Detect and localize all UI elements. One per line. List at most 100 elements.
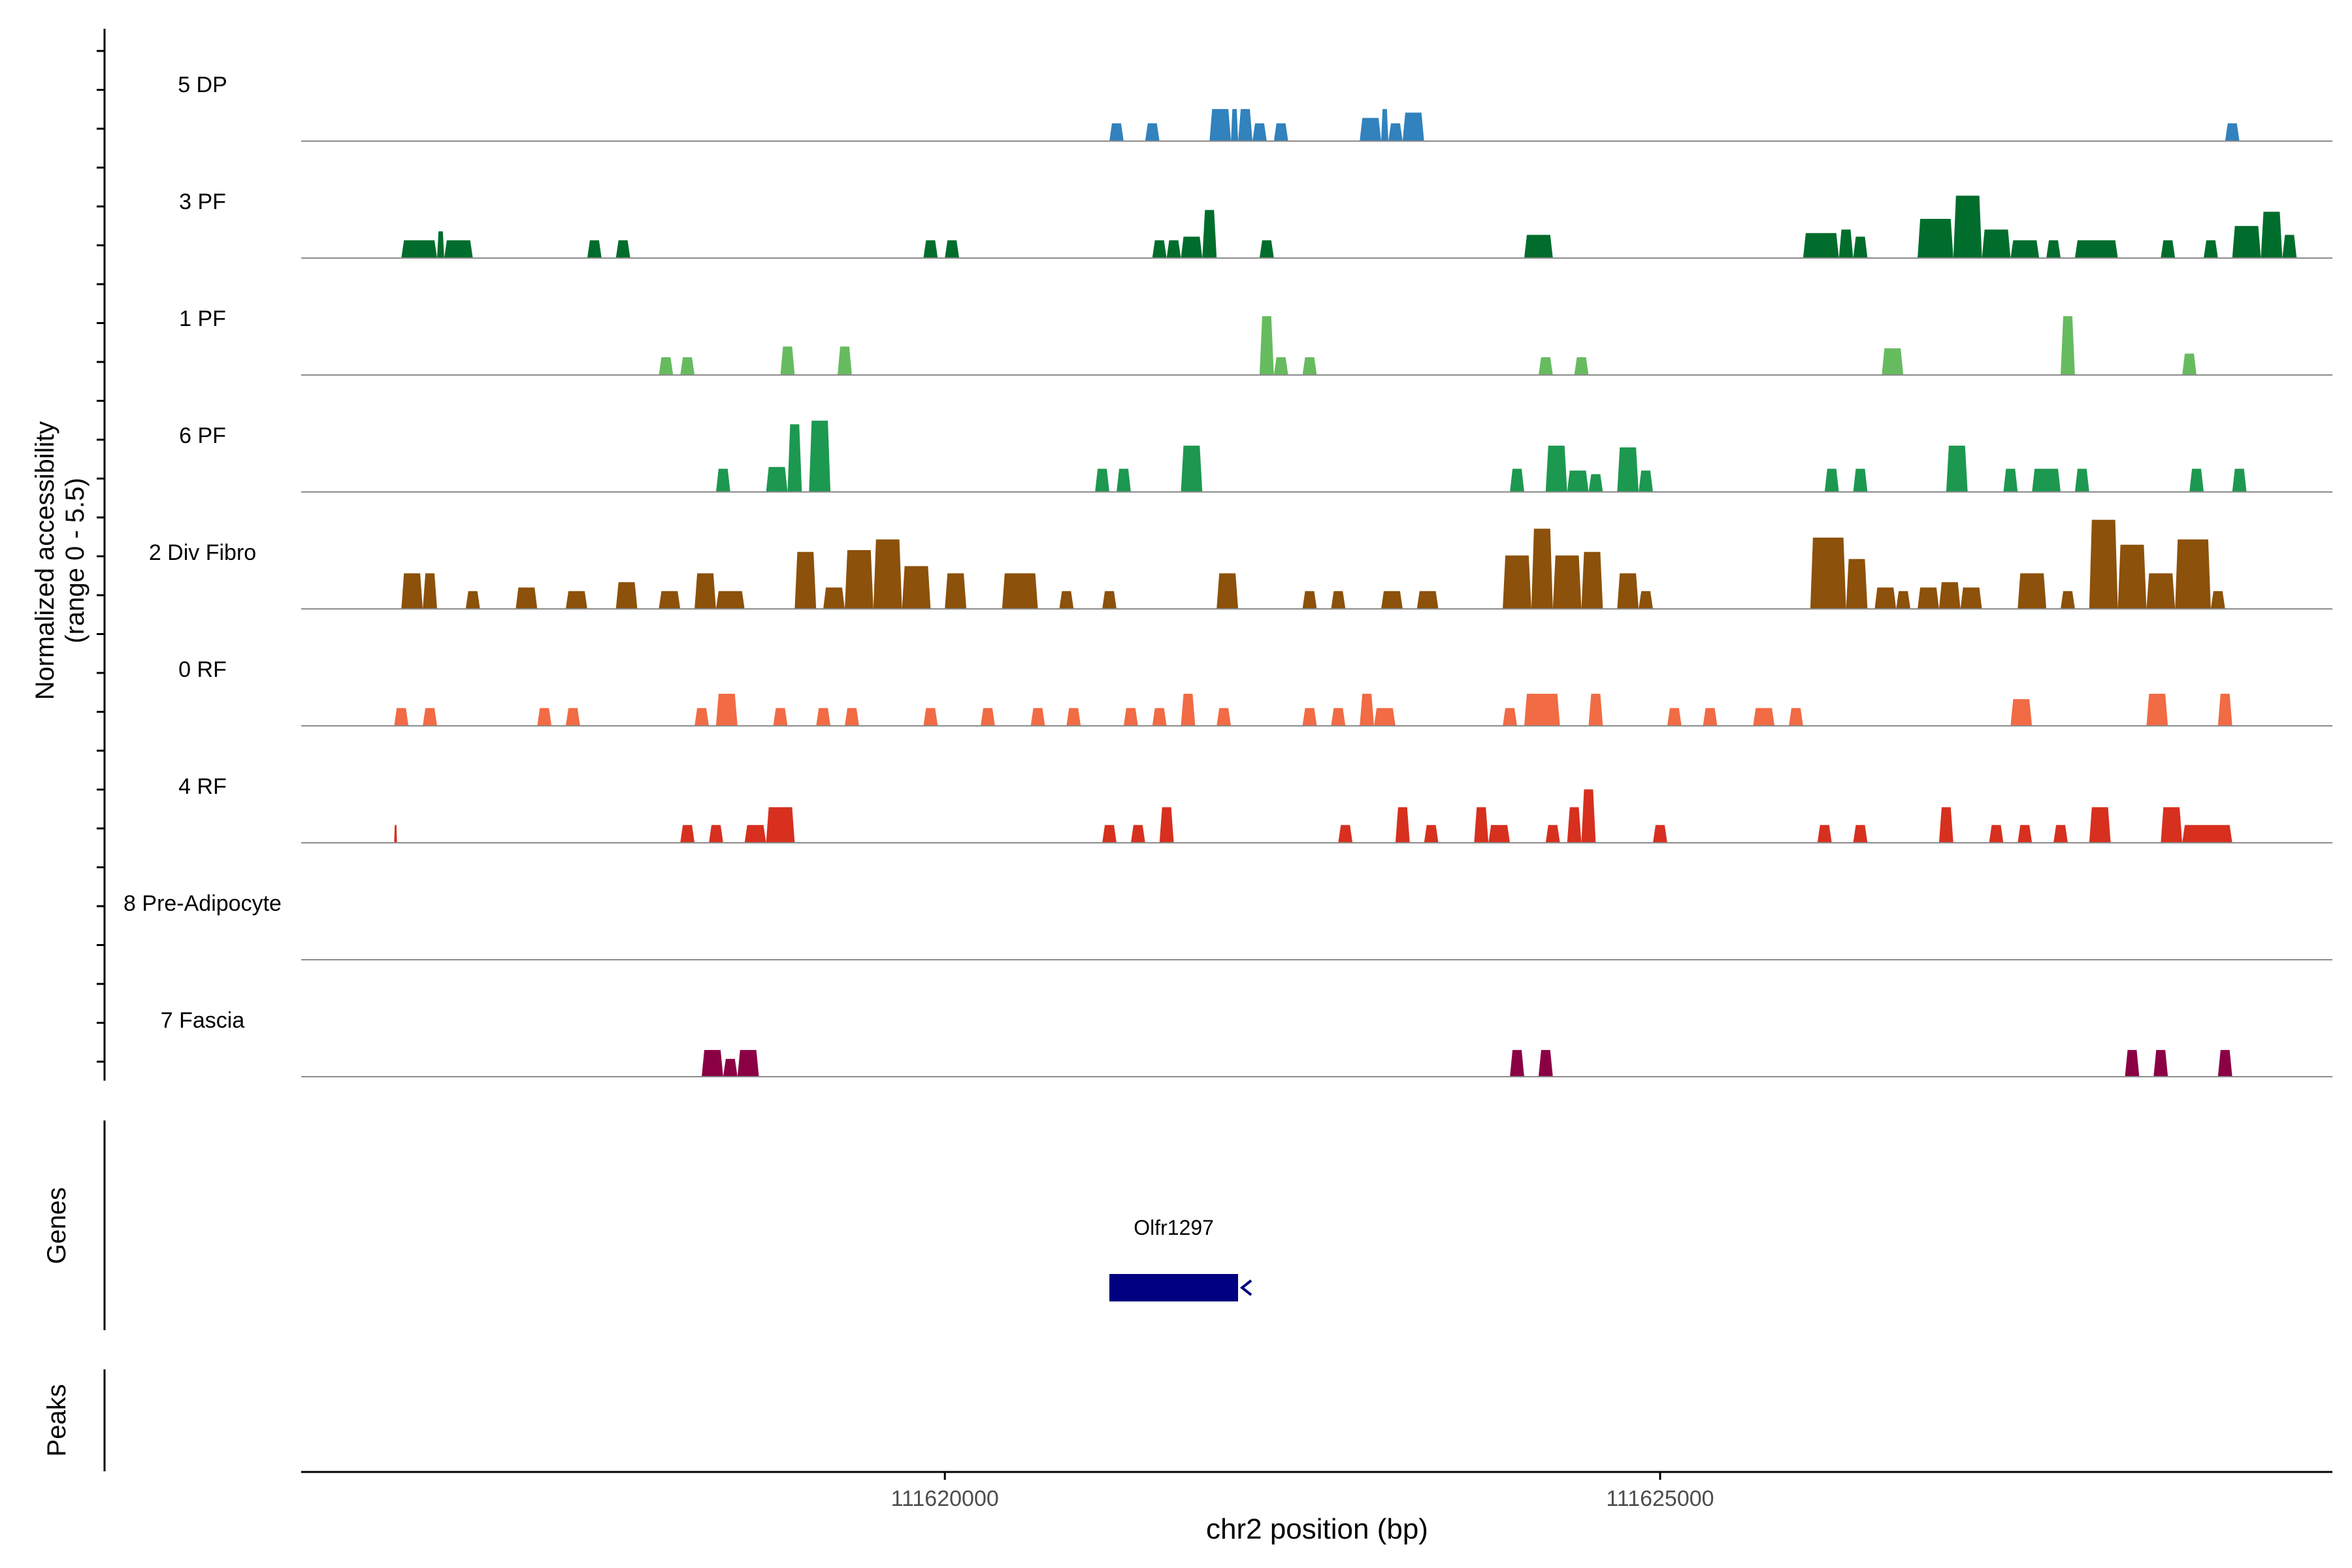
gene-track: Olfr1297 — [1109, 1216, 1252, 1301]
coverage-peak — [773, 708, 788, 726]
coverage-peak — [1381, 591, 1403, 609]
coverage-peak — [1381, 108, 1388, 141]
coverage-peak — [1259, 240, 1274, 258]
coverage-peak — [615, 582, 638, 609]
coverage-peak — [2232, 225, 2261, 258]
coverage-peak — [816, 708, 831, 726]
coverage-peak — [1524, 235, 1553, 258]
coverage-peak — [766, 466, 788, 492]
coverage-peak — [1152, 240, 1167, 258]
coverage-peak — [780, 346, 795, 375]
track-label: 5 DP — [178, 73, 227, 97]
coverage-peak — [1982, 229, 2011, 258]
coverage-peak — [566, 708, 580, 726]
coverage-y-ticks — [97, 50, 105, 1063]
coverage-tracks: 5 DP 3 PF 1 PF 6 PF 2 Div Fibro 0 RF 4 RF 8 Pre… — [123, 73, 2332, 1077]
coverage-peak — [2117, 544, 2147, 609]
coverage-peak — [1639, 470, 1653, 492]
coverage-peak — [902, 566, 931, 609]
track-4-rf: 4 RF — [178, 774, 2332, 843]
coverage-peak — [2225, 123, 2240, 141]
coverage-peak — [2032, 468, 2061, 492]
coverage-peak — [2161, 807, 2183, 843]
coverage-peak — [1824, 468, 1839, 492]
track-3-pf: 3 PF — [179, 189, 2332, 259]
coverage-peak — [1874, 587, 1897, 609]
coverage-peak — [1002, 573, 1038, 609]
coverage-peak — [2182, 353, 2197, 375]
coverage-peak — [1938, 582, 1961, 609]
coverage-peak — [1989, 825, 2004, 843]
coverage-peak — [1117, 468, 1131, 492]
coverage-peak — [1531, 529, 1553, 609]
coverage-peak — [1360, 693, 1375, 726]
coverage-peak — [715, 591, 745, 609]
coverage-peak — [2146, 573, 2176, 609]
coverage-peak — [1231, 108, 1239, 141]
coverage-peak — [1639, 591, 1653, 609]
coverage-peak — [2010, 699, 2033, 726]
coverage-peak — [437, 231, 444, 258]
coverage-peak — [702, 1050, 723, 1077]
track-label: 0 RF — [178, 657, 227, 682]
track-6-pf: 6 PF — [179, 420, 2332, 493]
x-tick-label: 111620000 — [891, 1486, 999, 1511]
coverage-peak — [1474, 807, 1489, 843]
coverage-peak — [1338, 825, 1353, 843]
coverage-peak — [1617, 447, 1639, 492]
coverage-peak — [1402, 112, 1424, 141]
coverage-peak — [1581, 789, 1596, 843]
coverage-peak — [2053, 825, 2068, 843]
coverage-peak — [1030, 708, 1045, 726]
coverage-peak — [2217, 693, 2232, 726]
coverage-peak — [1524, 693, 1560, 726]
coverage-peak — [1545, 446, 1567, 492]
coverage-peak — [394, 708, 409, 726]
coverage-peak — [809, 420, 831, 492]
coverage-peak — [1488, 825, 1511, 843]
coverage-peak — [566, 591, 587, 609]
coverage-peak — [1331, 708, 1346, 726]
track-label: 2 Div Fibro — [149, 540, 256, 565]
coverage-peak — [1238, 108, 1252, 141]
coverage-peak — [1102, 591, 1117, 609]
coverage-peak — [2146, 693, 2168, 726]
x-axis-title: chr2 position (bp) — [1206, 1513, 1428, 1545]
coverage-peak — [1302, 357, 1317, 375]
coverage-peak — [1217, 708, 1232, 726]
coverage-peak — [873, 539, 902, 609]
coverage-peak — [715, 468, 730, 492]
coverage-peak — [2061, 316, 2075, 375]
coverage-peak — [401, 240, 437, 258]
coverage-peak — [845, 708, 859, 726]
coverage-peak — [2089, 807, 2111, 843]
coverage-peak — [1302, 708, 1317, 726]
coverage-peak — [1896, 591, 1911, 609]
genes-track-label: Genes — [42, 1187, 71, 1264]
coverage-peak — [615, 240, 630, 258]
coverage-peak — [794, 551, 817, 609]
coverage-peak — [2232, 468, 2247, 492]
y-axis-title-line1: Normalized accessibility — [31, 421, 59, 700]
coverage-peak — [1066, 708, 1081, 726]
coverage-peak — [1703, 708, 1718, 726]
coverage-peak — [694, 708, 709, 726]
coverage-peak — [1953, 195, 1982, 258]
coverage-peak — [787, 424, 802, 492]
coverage-peak — [1095, 468, 1109, 492]
coverage-peak — [465, 591, 480, 609]
coverage-peak — [2061, 591, 2075, 609]
coverage-peak — [1209, 108, 1232, 141]
gene-label: Olfr1297 — [1134, 1216, 1214, 1239]
coverage-peak — [1302, 591, 1317, 609]
coverage-peak — [1510, 468, 1524, 492]
coverage-peak — [1817, 825, 1832, 843]
track-label: 1 PF — [179, 306, 226, 331]
coverage-peak — [2204, 240, 2218, 258]
coverage-peak — [1538, 357, 1553, 375]
coverage-peak — [945, 240, 960, 258]
coverage-peak — [2046, 240, 2061, 258]
coverage-peak — [2210, 591, 2225, 609]
coverage-peak — [744, 825, 766, 843]
